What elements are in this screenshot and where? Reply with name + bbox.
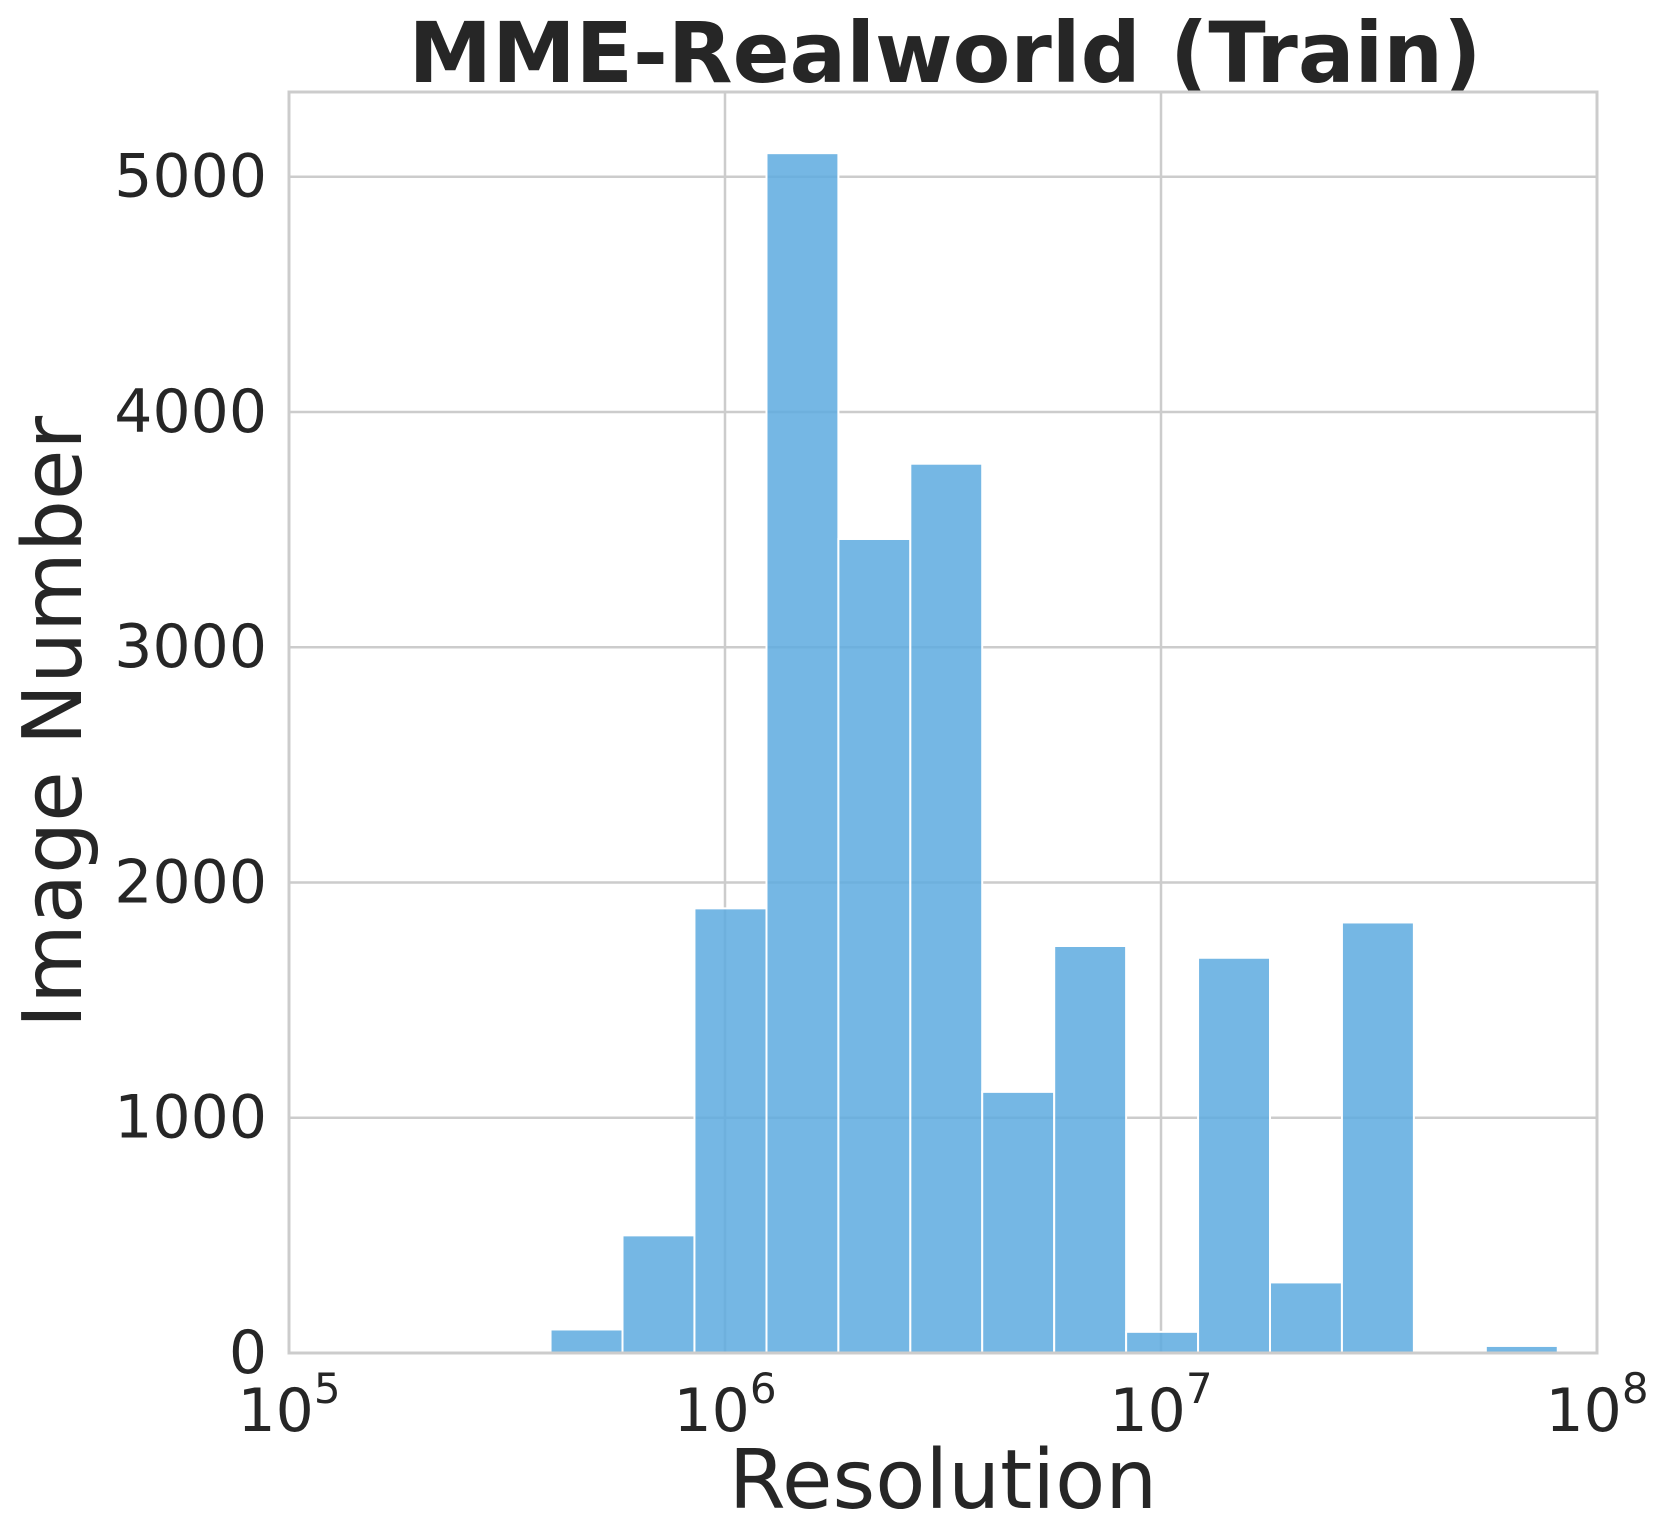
- x-tick-base: 10: [1109, 1376, 1185, 1446]
- x-tick-exponent: 5: [314, 1364, 341, 1413]
- histogram-bar: [909, 462, 984, 1354]
- x-tick-label: 108: [1545, 1364, 1648, 1446]
- y-axis-label: Image Number: [6, 416, 101, 1029]
- x-tick-label: 106: [673, 1364, 776, 1446]
- x-tick-label: 107: [1109, 1364, 1212, 1446]
- y-axis-ticks: 0 1000 2000 3000 4000 5000: [114, 142, 267, 1388]
- histogram-bar: [1125, 1330, 1200, 1355]
- x-axis-ticks: 105 106 107 108: [237, 1364, 1648, 1446]
- histogram-bar: [549, 1328, 624, 1354]
- histogram-bar: [693, 907, 768, 1354]
- x-tick-exponent: 6: [750, 1364, 777, 1413]
- x-tick-label: 105: [237, 1364, 340, 1446]
- y-tick-label: 5000: [114, 142, 267, 212]
- histogram-bar: [621, 1234, 696, 1354]
- x-tick-exponent: 8: [1622, 1364, 1649, 1413]
- plot-frame: [287, 90, 1599, 1355]
- histogram-bar: [1053, 944, 1128, 1354]
- y-tick-label: 2000: [114, 847, 267, 917]
- x-tick-base: 10: [673, 1376, 749, 1446]
- x-tick-base: 10: [237, 1376, 313, 1446]
- x-axis-label: Resolution: [729, 1433, 1157, 1528]
- histogram-bar: [981, 1090, 1056, 1355]
- histogram-bars: [549, 152, 1559, 1355]
- histogram-bar: [1197, 956, 1272, 1354]
- histogram-bar: [1340, 921, 1415, 1354]
- y-tick-label: 1000: [114, 1083, 267, 1153]
- x-tick-base: 10: [1545, 1376, 1621, 1446]
- y-tick-label: 3000: [114, 612, 267, 682]
- histogram-bar: [765, 152, 840, 1354]
- y-tick-label: 0: [229, 1318, 267, 1388]
- histogram-bar: [837, 537, 912, 1354]
- y-tick-label: 4000: [114, 377, 267, 447]
- histogram-bar: [1269, 1281, 1343, 1354]
- chart-title: MME-Realworld (Train): [408, 4, 1481, 102]
- x-tick-exponent: 7: [1186, 1364, 1213, 1413]
